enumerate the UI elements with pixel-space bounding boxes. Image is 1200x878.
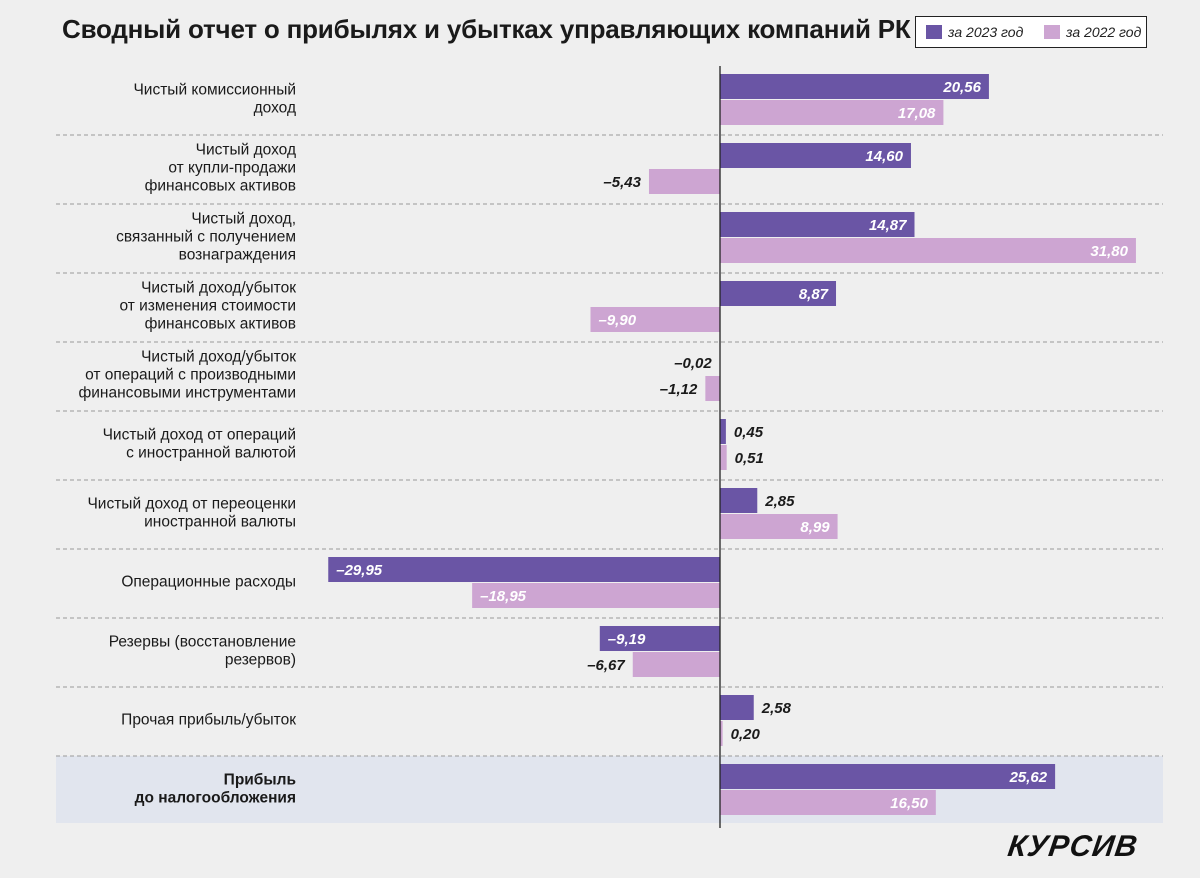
value-label: 16,50	[890, 795, 928, 812]
value-label: –0,02	[674, 355, 712, 372]
category-label: Чистый доход от переоценки иностранной ва…	[87, 496, 296, 531]
category-label: Чистый доход от купли-продажи финансовых а…	[145, 142, 296, 195]
bar-2022	[648, 169, 720, 194]
category-label: Чистый доход/убыток от операций с произво…	[79, 349, 297, 402]
value-label: –1,12	[660, 381, 698, 398]
bar-2023	[720, 281, 837, 306]
bar-2023	[720, 764, 1056, 789]
bar-2022	[720, 445, 727, 470]
category-label: Прочая прибыль/убыток	[121, 712, 296, 729]
category-label: Чистый доход от операций с иностранной ва…	[103, 427, 296, 462]
category-label: Операционные расходы	[121, 574, 296, 591]
value-label: 2,85	[764, 493, 795, 510]
value-label: –29,95	[336, 562, 383, 579]
bar-2022	[720, 238, 1136, 263]
value-label: –6,67	[587, 657, 625, 674]
bar-2022	[720, 100, 944, 125]
bar-2022	[590, 307, 720, 332]
value-label: 8,99	[800, 519, 830, 536]
legend-label-2023: за 2023 год	[948, 23, 1024, 40]
category-label: Резервы (восстановление резервов)	[109, 634, 296, 669]
bar-2022	[705, 376, 720, 401]
value-label: 0,45	[734, 424, 764, 441]
value-label: 14,87	[869, 217, 907, 234]
legend: за 2023 год за 2022 год	[915, 16, 1147, 48]
value-label: –18,95	[480, 588, 527, 605]
value-label: 25,62	[1009, 769, 1048, 786]
bar-2022	[632, 652, 720, 677]
value-label: 0,51	[735, 450, 764, 467]
legend-item-2022: за 2022 год	[1044, 17, 1141, 46]
value-label: –9,19	[608, 631, 646, 648]
bar-2023	[720, 419, 726, 444]
bar-2023	[720, 143, 911, 168]
bar-2023	[720, 212, 915, 237]
bar-2022	[720, 514, 838, 539]
bar-2023	[328, 557, 720, 582]
value-label: –9,90	[599, 312, 637, 329]
bar-2023	[720, 488, 758, 513]
value-label: 8,87	[799, 286, 829, 303]
category-label: Чистый комиссионный доход	[133, 82, 296, 117]
value-label: 2,58	[761, 700, 792, 717]
value-label: –5,43	[603, 174, 641, 191]
value-label: 14,60	[865, 148, 903, 165]
bar-2023	[599, 626, 720, 651]
legend-item-2023: за 2023 год	[926, 17, 1023, 46]
value-label: 31,80	[1090, 243, 1128, 260]
bar-2023	[720, 695, 754, 720]
chart-title: Сводный отчет о прибылях и убытках управ…	[62, 14, 911, 44]
bar-2022	[720, 721, 723, 746]
value-label: 17,08	[898, 105, 936, 122]
legend-swatch-2022	[1044, 24, 1060, 39]
value-label: 0,20	[731, 726, 761, 743]
legend-swatch-2023	[926, 24, 942, 39]
bar-2023	[720, 74, 989, 99]
legend-label-2022: за 2022 год	[1066, 23, 1142, 40]
brand-logo: КУРСИВ	[1005, 830, 1141, 863]
category-label: Чистый доход, связанный с получением возна…	[116, 211, 296, 264]
category-label: Чистый доход/убыток от изменения стоимост…	[119, 280, 296, 333]
category-label: Прибыль до налогообложения	[135, 772, 296, 807]
bar-2022	[472, 583, 720, 608]
value-label: 20,56	[942, 79, 981, 96]
bar-2022	[720, 790, 936, 815]
